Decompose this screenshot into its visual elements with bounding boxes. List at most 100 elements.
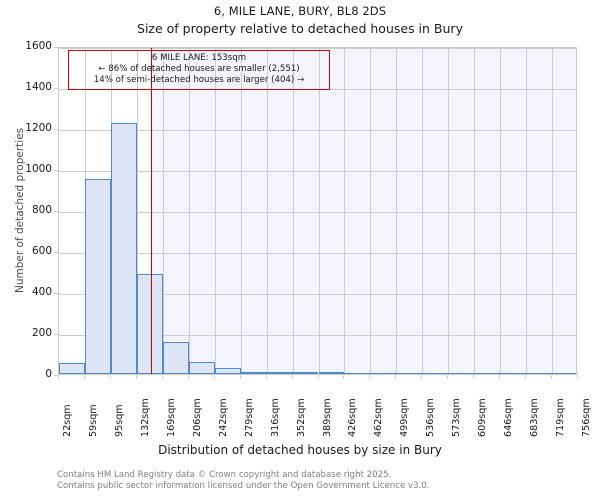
bar [292, 372, 319, 374]
y-axis-tick-mark [54, 252, 58, 253]
gridline-vertical [266, 48, 268, 374]
gridline-vertical [162, 48, 164, 374]
gridline-vertical [240, 48, 242, 374]
x-axis-tick-label: 536sqm [425, 398, 437, 437]
x-axis-title: Distribution of detached houses by size … [158, 443, 442, 457]
x-axis-tick-mark [421, 375, 423, 379]
gridline-vertical [500, 48, 502, 374]
x-axis-tick-mark [161, 375, 163, 379]
x-axis-tick-mark [58, 375, 59, 379]
x-axis-tick-label: 59sqm [87, 404, 99, 437]
bar [162, 342, 189, 374]
y-axis-tick-label: 1600 [25, 40, 52, 52]
y-axis-tick-label: 1200 [25, 122, 52, 134]
gridline-horizontal [59, 130, 576, 131]
gridline-vertical [214, 48, 216, 374]
gridline-horizontal [59, 212, 576, 213]
annotation-box: 6 MILE LANE: 153sqm ← 86% of detached ho… [68, 50, 330, 90]
y-axis-tick-mark [54, 375, 58, 376]
bar [474, 372, 501, 374]
x-axis-tick-mark [109, 375, 111, 379]
gridline-vertical [370, 48, 372, 374]
x-axis-tick-mark [239, 375, 241, 379]
y-axis-tick-mark [54, 129, 58, 130]
bar [370, 372, 397, 374]
bar [500, 372, 527, 374]
page-title: 6, MILE LANE, BURY, BL8 2DS [213, 4, 387, 18]
gridline-vertical [188, 48, 190, 374]
annotation-line-2: ← 86% of detached houses are smaller (2,… [98, 64, 300, 74]
chart-subtitle: Size of property relative to detached ho… [137, 21, 463, 36]
bar [84, 179, 111, 374]
shade-rect [151, 48, 576, 374]
gridline-horizontal [59, 253, 576, 254]
x-axis-tick-label: 316sqm [269, 398, 281, 437]
y-axis-tick-mark [54, 170, 58, 171]
x-axis-tick-mark [369, 375, 371, 379]
gridline-vertical [526, 48, 528, 374]
x-axis-tick-label: 132sqm [139, 398, 151, 437]
footer-line-1: Contains HM Land Registry data © Crown c… [57, 470, 392, 480]
x-axis-tick-mark [395, 375, 397, 379]
annotation-line-1: 6 MILE LANE: 153sqm [151, 53, 247, 63]
bar [266, 372, 293, 374]
x-axis-tick-label: 573sqm [451, 398, 463, 437]
x-axis-tick-label: 22sqm [62, 404, 73, 437]
x-axis-tick-label: 279sqm [243, 398, 255, 437]
marker-line [150, 48, 153, 374]
x-axis-tick-mark [499, 375, 501, 379]
y-axis-tick-mark [54, 47, 58, 48]
y-axis-tick-label: 800 [31, 204, 52, 216]
gridline-vertical [344, 48, 346, 374]
gridline-vertical [318, 48, 320, 374]
x-axis-tick-label: 719sqm [555, 398, 567, 437]
x-axis-tick-mark [135, 375, 137, 379]
x-axis-tick-mark [265, 375, 267, 379]
x-axis-tick-mark [577, 375, 578, 379]
x-axis-tick-label: 389sqm [321, 398, 333, 437]
x-axis-tick-label: 646sqm [503, 398, 515, 437]
y-axis-tick-label: 600 [31, 245, 52, 257]
y-axis-tick-mark [54, 293, 58, 294]
x-axis-tick-mark [83, 375, 85, 379]
y-axis-tick-label: 1400 [25, 81, 52, 93]
x-axis-tick-mark [473, 375, 475, 379]
x-axis-tick-label: 242sqm [217, 398, 229, 437]
footer-line-2: Contains public sector information licen… [57, 481, 430, 492]
x-axis-tick-label: 169sqm [165, 398, 177, 437]
bar [318, 372, 345, 374]
x-axis-tick-label: 756sqm [581, 398, 592, 437]
gridline-horizontal [59, 335, 576, 336]
x-axis-tick-label: 683sqm [529, 398, 541, 437]
x-axis-tick-label: 426sqm [347, 398, 359, 437]
bar [188, 361, 215, 374]
gridline-vertical [396, 48, 398, 374]
footer-attribution: Contains HM Land Registry data © Crown c… [57, 470, 577, 493]
bar [110, 122, 137, 374]
bar [240, 371, 267, 374]
gridline-horizontal [59, 294, 576, 295]
y-axis-tick-label: 400 [31, 286, 52, 298]
gridline-vertical [292, 48, 294, 374]
x-axis-tick-mark [525, 375, 527, 379]
bar [526, 372, 553, 374]
gridline-vertical [552, 48, 554, 374]
x-axis-tick-mark [291, 375, 293, 379]
x-axis-tick-label: 352sqm [295, 398, 307, 437]
y-axis-tick-mark [54, 334, 58, 335]
y-axis-tick-label: 1000 [25, 163, 52, 175]
x-axis-tick-label: 95sqm [113, 404, 125, 437]
x-axis-tick-mark [343, 375, 345, 379]
gridline-vertical [422, 48, 424, 374]
x-axis-tick-label: 462sqm [373, 398, 385, 437]
y-axis-tick-mark [54, 88, 58, 89]
bar [422, 372, 449, 374]
bar [448, 372, 475, 374]
bar [136, 273, 163, 374]
bar [552, 372, 576, 374]
y-axis-tick-label: 0 [45, 368, 52, 380]
x-axis-ticks: 22sqm 59sqm 95sqm 132sqm 169sqm 206sqm 242sqm 2… [0, 379, 600, 441]
x-axis-tick-mark [187, 375, 189, 379]
plot-area [58, 47, 577, 375]
gridline-horizontal [59, 48, 576, 49]
